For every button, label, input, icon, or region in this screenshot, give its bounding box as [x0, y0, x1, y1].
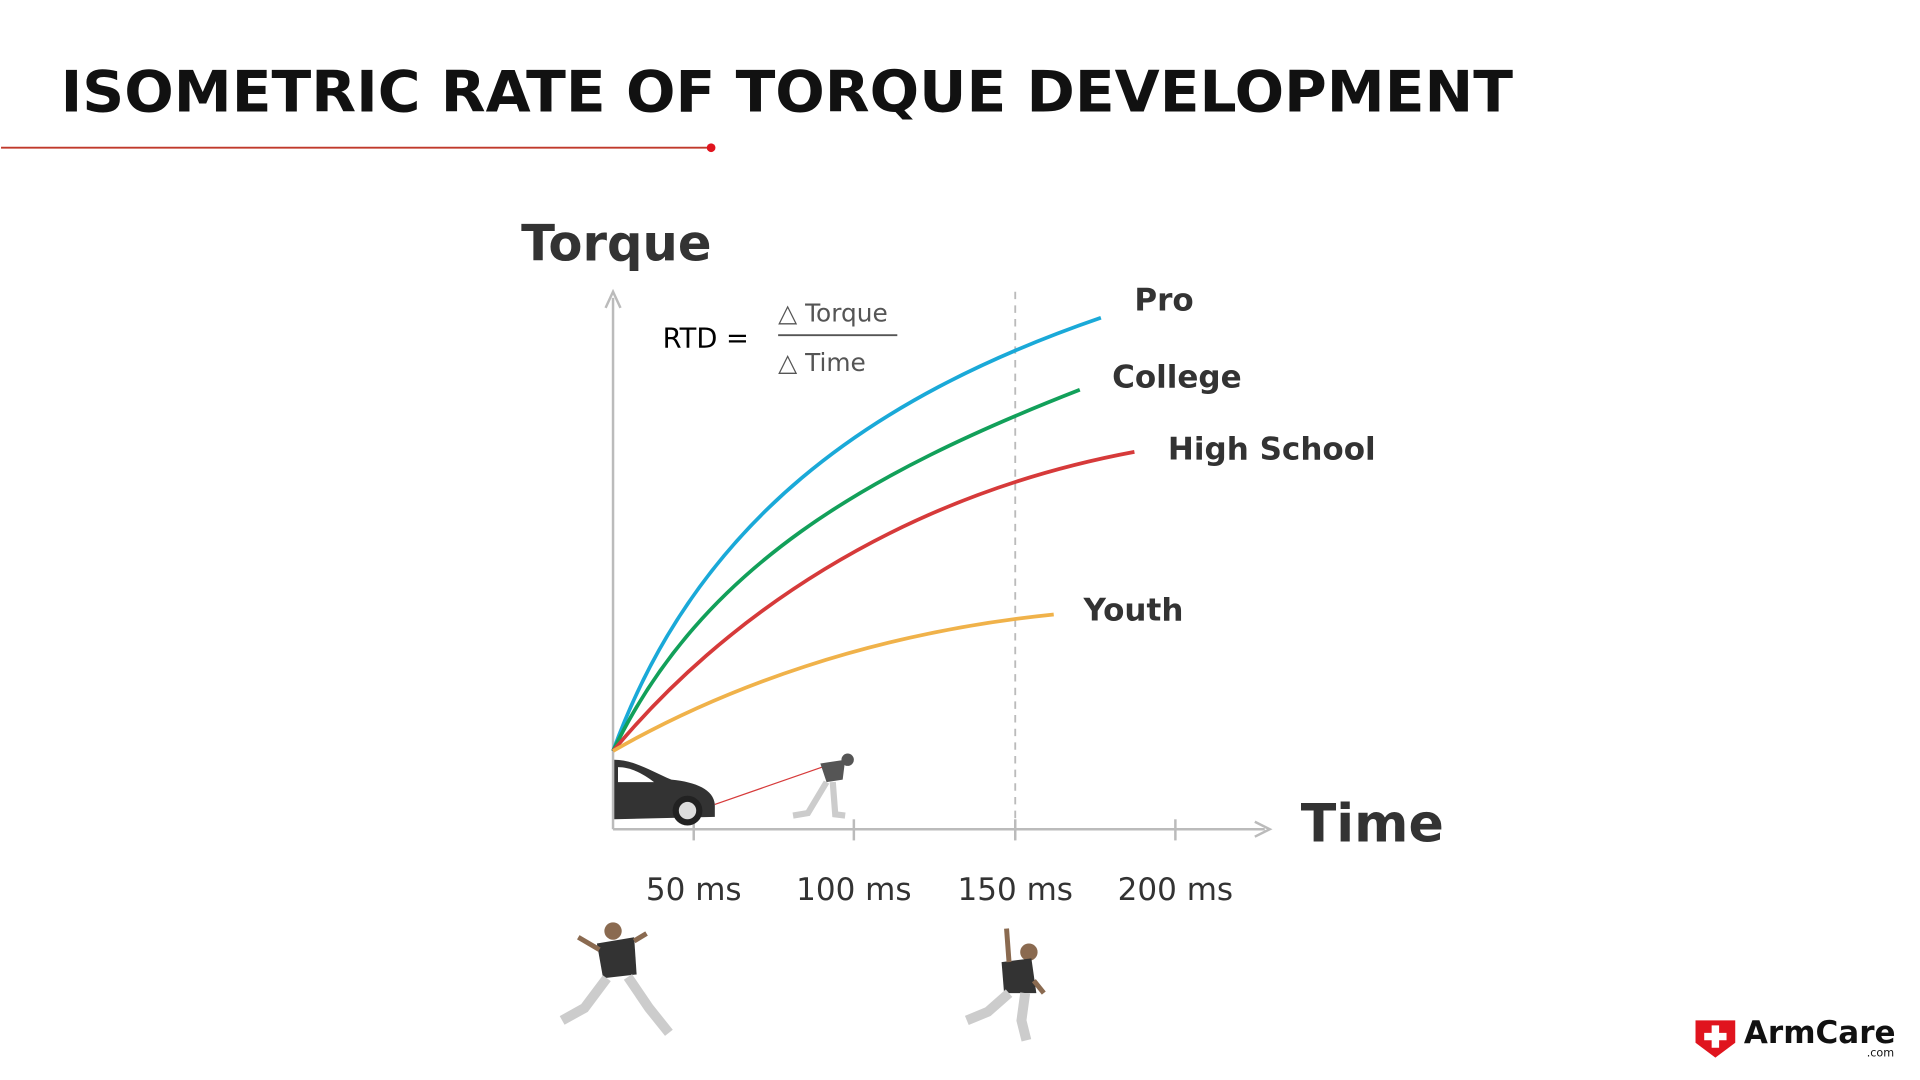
curve-pro: [611, 316, 1102, 752]
x-tick-label: 150 ms: [958, 872, 1073, 908]
title: ISOMETRIC RATE OF TORQUE DEVELOPMENT: [61, 60, 1513, 126]
logo-name: ArmCare: [1744, 1015, 1896, 1051]
formula-denominator: △ Time: [778, 348, 866, 377]
curve-label: Pro: [1134, 282, 1193, 318]
x-axis-label: Time: [1301, 795, 1444, 855]
x-tick-label: 100 ms: [796, 872, 911, 908]
curve-label: College: [1112, 359, 1242, 395]
logo-suffix: .com: [1867, 1046, 1894, 1059]
curve-college: [611, 388, 1081, 752]
pitcher-right: [964, 928, 1046, 1042]
curves: [611, 316, 1135, 753]
curve-label: High School: [1168, 431, 1376, 467]
rule-dot: [706, 143, 716, 153]
car-illustration: [614, 753, 854, 826]
y-arrow: [604, 288, 622, 309]
x-arrow: [1254, 820, 1273, 838]
curve-high-school: [611, 450, 1135, 753]
formula-lhs: RTD =: [663, 324, 749, 355]
pitcher-left: [559, 922, 673, 1036]
formula-numerator: △ Torque: [778, 299, 888, 328]
x-tick-label: 200 ms: [1118, 872, 1233, 908]
y-axis-label: Torque: [521, 215, 711, 273]
x-tick-label: 50 ms: [646, 872, 742, 908]
curve-youth: [612, 612, 1054, 753]
curve-label: Youth: [1083, 593, 1184, 629]
logo: ArmCare .com: [1695, 1015, 1896, 1059]
